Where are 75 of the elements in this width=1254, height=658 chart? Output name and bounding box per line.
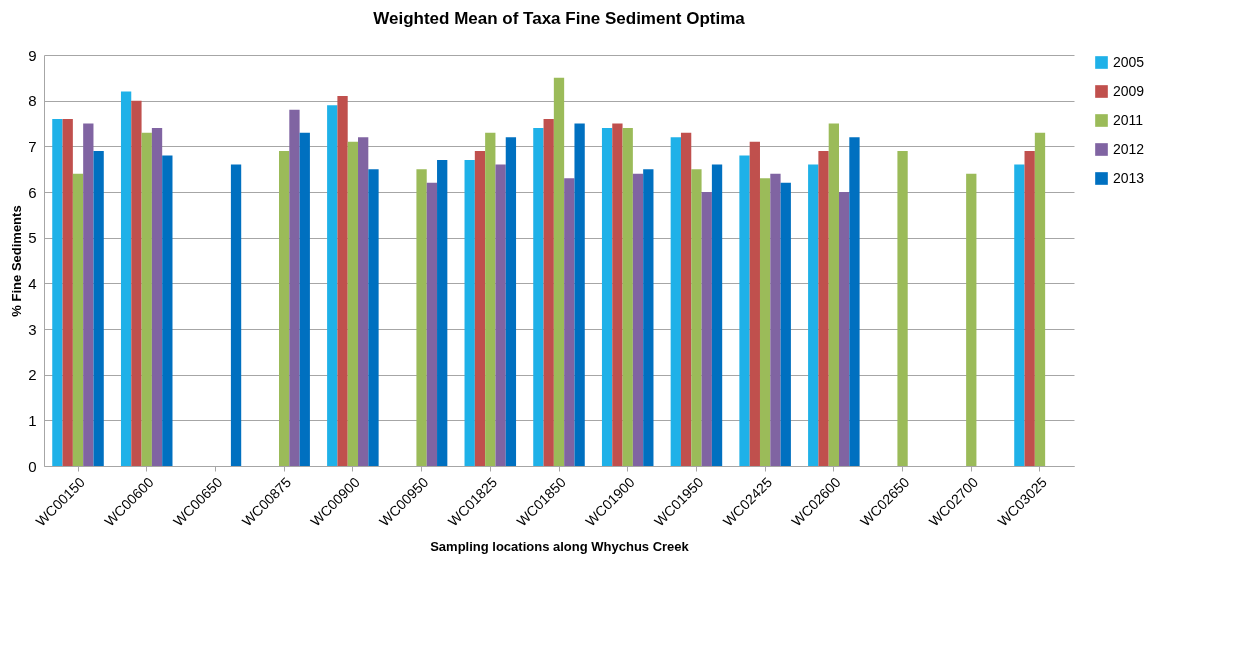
bar xyxy=(358,137,369,466)
bar xyxy=(670,137,681,466)
bar xyxy=(72,173,84,466)
legend-label: 2012 xyxy=(1113,140,1145,157)
bar xyxy=(632,173,644,466)
y-tick-label: 3 xyxy=(28,320,37,338)
y-tick-label: 6 xyxy=(28,183,37,201)
chart-title: Weighted Mean of Taxa Fine Sediment Optima xyxy=(373,9,746,28)
y-tick-label: 4 xyxy=(28,274,37,292)
bar xyxy=(1024,150,1035,466)
bar xyxy=(818,150,829,466)
bar xyxy=(347,141,359,466)
bar xyxy=(464,160,475,466)
bar xyxy=(416,169,427,466)
bar xyxy=(680,132,692,466)
bar xyxy=(553,77,565,466)
bar xyxy=(739,155,750,466)
legend-label: 2011 xyxy=(1113,111,1144,128)
bar xyxy=(62,118,73,466)
bar xyxy=(485,132,496,466)
bar xyxy=(299,132,310,466)
bar xyxy=(574,123,585,466)
bar xyxy=(337,96,348,466)
bar xyxy=(770,173,781,466)
bar xyxy=(83,123,94,466)
bar xyxy=(612,123,623,466)
bar xyxy=(711,164,723,466)
bar xyxy=(141,132,152,466)
legend-label: 2013 xyxy=(1113,169,1145,186)
bar xyxy=(622,128,633,466)
y-tick-label: 9 xyxy=(28,46,37,64)
bar xyxy=(437,160,448,466)
bar xyxy=(289,109,300,466)
legend-label: 2009 xyxy=(1113,82,1145,99)
bar xyxy=(533,128,544,466)
bar xyxy=(426,182,438,466)
bar xyxy=(495,164,506,466)
bar xyxy=(162,155,173,466)
bar xyxy=(749,141,760,466)
y-tick-label: 8 xyxy=(28,92,37,110)
bar xyxy=(701,192,712,466)
bar xyxy=(52,118,63,466)
bar xyxy=(808,164,819,466)
bar xyxy=(759,178,771,466)
bar xyxy=(1034,132,1046,466)
x-axis-title: Sampling locations along Whychus Creek xyxy=(430,539,690,555)
bar xyxy=(131,100,142,466)
y-tick-label: 2 xyxy=(28,366,37,384)
bar xyxy=(93,150,104,466)
bar xyxy=(505,137,517,466)
y-tick-label: 5 xyxy=(28,229,37,247)
y-tick-label: 1 xyxy=(28,411,37,429)
bar xyxy=(897,150,908,466)
bar xyxy=(691,169,702,466)
y-tick-label: 7 xyxy=(28,137,37,155)
bar xyxy=(151,128,163,466)
bar xyxy=(327,105,338,466)
bar xyxy=(368,169,379,466)
bar xyxy=(564,178,575,466)
bar xyxy=(474,150,486,466)
bar xyxy=(828,123,839,466)
y-axis-title: % Fine Sediments xyxy=(9,205,25,317)
bar xyxy=(966,173,977,466)
bar xyxy=(543,118,554,466)
bar xyxy=(1014,164,1025,466)
y-tick-label: 0 xyxy=(28,457,37,475)
bar xyxy=(780,182,791,466)
bar xyxy=(643,169,654,466)
bar xyxy=(230,164,242,466)
bar xyxy=(849,137,860,466)
bar xyxy=(839,192,850,466)
bar xyxy=(279,150,290,466)
bar xyxy=(120,91,132,466)
bar xyxy=(601,128,613,466)
legend-label: 2005 xyxy=(1113,53,1145,70)
